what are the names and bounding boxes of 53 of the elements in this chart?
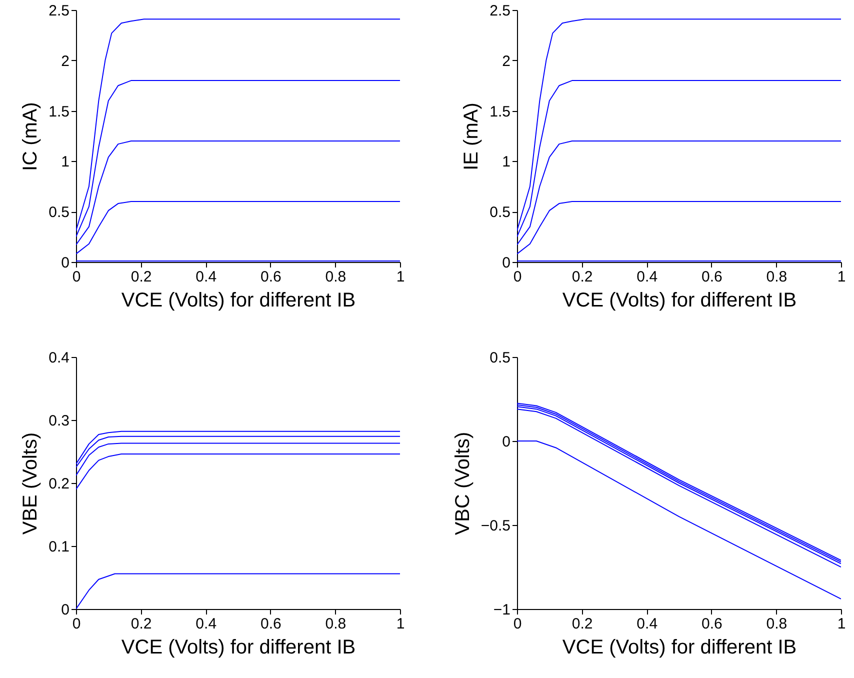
y-tick-label: 2	[61, 52, 70, 70]
y-tick-label: 2.5	[48, 2, 70, 20]
x-tick-label: 0.2	[572, 268, 593, 286]
x-tick-label: 0.8	[766, 268, 788, 286]
y-tick-label: −0.5	[480, 518, 510, 534]
x-tick-label: 0.6	[701, 616, 722, 632]
x-tick-label: 0.6	[701, 268, 722, 286]
y-tick-label: 0.1	[48, 538, 70, 556]
y-tick-label: 2	[502, 52, 510, 70]
y-tick-label: 0.4	[48, 350, 70, 366]
y-tick-label: 0	[502, 434, 510, 450]
x-tick-label: 1	[837, 616, 846, 632]
y-tick-label: 2.5	[490, 2, 510, 20]
x-tick-label: 1	[837, 268, 846, 286]
y-tick-label: 0.5	[48, 204, 70, 222]
x-tick-label: 0	[72, 616, 81, 632]
x-axis-title: VCE (Volts) for different IB	[562, 290, 797, 312]
y-tick-label: 0	[61, 602, 70, 618]
x-tick-label: 0.4	[636, 268, 658, 286]
x-tick-label: 0.6	[260, 616, 282, 632]
x-tick-label: 0.4	[636, 616, 658, 632]
y-tick-label: 0.3	[48, 412, 70, 430]
y-tick-label: 0.5	[490, 350, 510, 366]
x-tick-label: 0.2	[130, 268, 152, 286]
x-tick-label: 0.8	[325, 616, 346, 632]
x-tick-label: 1	[396, 268, 405, 286]
x-tick-label: 0	[513, 616, 522, 632]
x-tick-label: 0	[72, 268, 81, 286]
x-tick-label: 0.4	[196, 268, 217, 286]
x-tick-label: 0.6	[260, 268, 282, 286]
x-tick-label: 0.2	[130, 616, 152, 632]
y-tick-label: 1.5	[490, 103, 510, 120]
x-axis-title: VCE (Volts) for different IB	[121, 290, 356, 312]
x-tick-label: 0.2	[572, 616, 593, 632]
y-axis-title: VBE (Volts)	[20, 432, 42, 535]
y-tick-label: 0.5	[490, 204, 510, 222]
y-axis-title: VBC (Volts)	[452, 432, 474, 536]
y-tick-label: 0.2	[48, 476, 70, 492]
x-tick-label: 1	[396, 616, 405, 632]
x-tick-label: 0	[513, 268, 522, 286]
y-tick-label: 1.5	[48, 103, 70, 120]
x-tick-label: 0.4	[196, 616, 217, 632]
x-tick-label: 0.8	[766, 616, 788, 632]
y-axis-title: IC (mA)	[20, 102, 42, 171]
y-tick-label: 0	[61, 254, 70, 272]
x-tick-label: 0.8	[325, 268, 346, 286]
y-tick-label: 1	[61, 154, 70, 171]
x-axis-title: VCE (Volts) for different IB	[121, 636, 356, 658]
y-axis-title: IE (mA)	[460, 102, 483, 170]
y-tick-label: 0	[502, 254, 510, 272]
x-axis-title: VCE (Volts) for different IB	[562, 636, 797, 658]
y-tick-label: 1	[502, 154, 510, 171]
y-tick-label: −1	[493, 602, 510, 618]
